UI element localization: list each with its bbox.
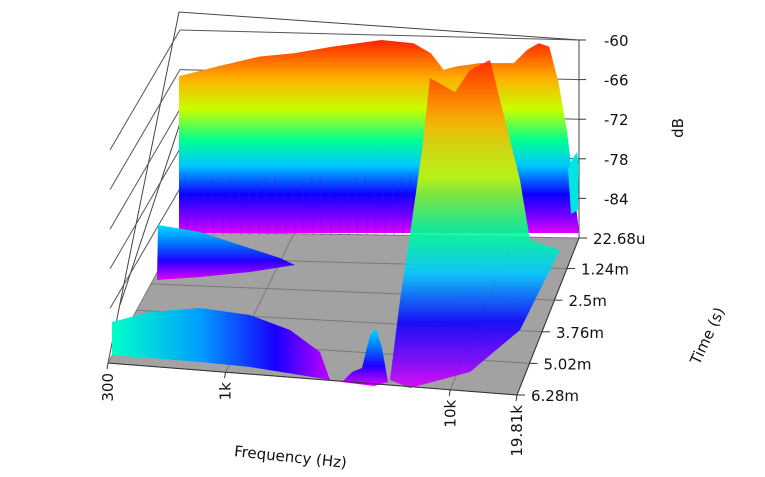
wall-streak [319, 174, 323, 236]
x-tick-label-0: 300 [99, 373, 117, 402]
back-wall-line-0 [109, 29, 181, 151]
z-axis-title: dB [669, 118, 687, 138]
wall-streak [238, 186, 242, 236]
wall-streak [229, 174, 233, 236]
x-tick-label-1: 1k [217, 382, 235, 401]
x-tick-label-2: 10k [441, 399, 459, 427]
edge-spike [568, 152, 579, 214]
wall-streak [256, 180, 260, 236]
z-tick-marks [579, 39, 586, 199]
z-tick-label-2: -72 [604, 111, 629, 129]
wall-streak [373, 186, 377, 236]
y-axis-title: Time (s) [686, 304, 729, 368]
wall-streak [346, 180, 350, 236]
wall-streak [301, 180, 305, 236]
z-tick-label-1: -66 [604, 72, 629, 90]
decay-slope [390, 60, 560, 388]
wall-streak [193, 186, 197, 236]
x-tick-mark-1 [224, 372, 227, 379]
x-tick-marks [106, 362, 518, 402]
wall-streak [310, 177, 314, 236]
x-tick-mark-2 [448, 389, 451, 396]
wall-streak [247, 183, 251, 236]
wall-streaks [184, 174, 422, 236]
wall-streak [202, 183, 206, 236]
x-tick-label-3: 19.81k [508, 405, 526, 457]
wall-streak [328, 186, 332, 236]
wall-streak [391, 180, 395, 236]
x-axis-title: Frequency (Hz) [233, 442, 347, 472]
x-tick-mark-0 [106, 362, 109, 370]
wall-streak [382, 183, 386, 236]
y-tick-label-2: 2.5m [568, 292, 606, 310]
back-wall-line-1 [109, 69, 181, 190]
ridge-low-late [112, 308, 330, 380]
wall-streak [355, 177, 359, 236]
wall-streak [184, 174, 188, 236]
ridge-mid-late [342, 328, 388, 386]
z-tick-label-0: -60 [604, 32, 629, 50]
y-tick-label-5: 6.28m [531, 387, 579, 405]
x-tick-mark-3 [515, 394, 518, 402]
back-wall-line-3 [109, 148, 181, 270]
ridge-low-early [157, 225, 295, 280]
back-wall-line-4 [109, 188, 181, 309]
z-tick-label-3: -78 [604, 151, 629, 169]
wall-streak [337, 183, 341, 236]
front-edges [107, 237, 580, 396]
wall-streak [274, 174, 278, 236]
y-tick-label-1: 1.24m [581, 261, 629, 279]
wall-streak [265, 177, 269, 236]
wall-streak [364, 174, 368, 236]
y-tick-label-4: 5.02m [543, 355, 591, 373]
y-tick-label-3: 3.76m [556, 324, 604, 342]
back-wall-h-0 [179, 29, 580, 41]
y-tick-label-0: 22.68u [593, 230, 645, 248]
y-tick-labels: 22.68u 1.24m 2.5m 3.76m 5.02m 6.28m [531, 230, 645, 405]
x-tick-labels: 300 1k 10k 19.81k [99, 373, 526, 457]
back-wall-grid [107, 11, 580, 364]
wall-streak [292, 183, 296, 236]
wall-streak [283, 186, 287, 236]
back-wall-line-2 [109, 108, 181, 230]
y-tick-marks [517, 237, 587, 396]
wall-streak [220, 177, 224, 236]
z-tick-label-4: -84 [604, 190, 629, 208]
wall-streak [400, 177, 404, 236]
z-tick-labels: -60 -66 -72 -78 -84 [604, 32, 629, 208]
wall-streak [211, 180, 215, 236]
